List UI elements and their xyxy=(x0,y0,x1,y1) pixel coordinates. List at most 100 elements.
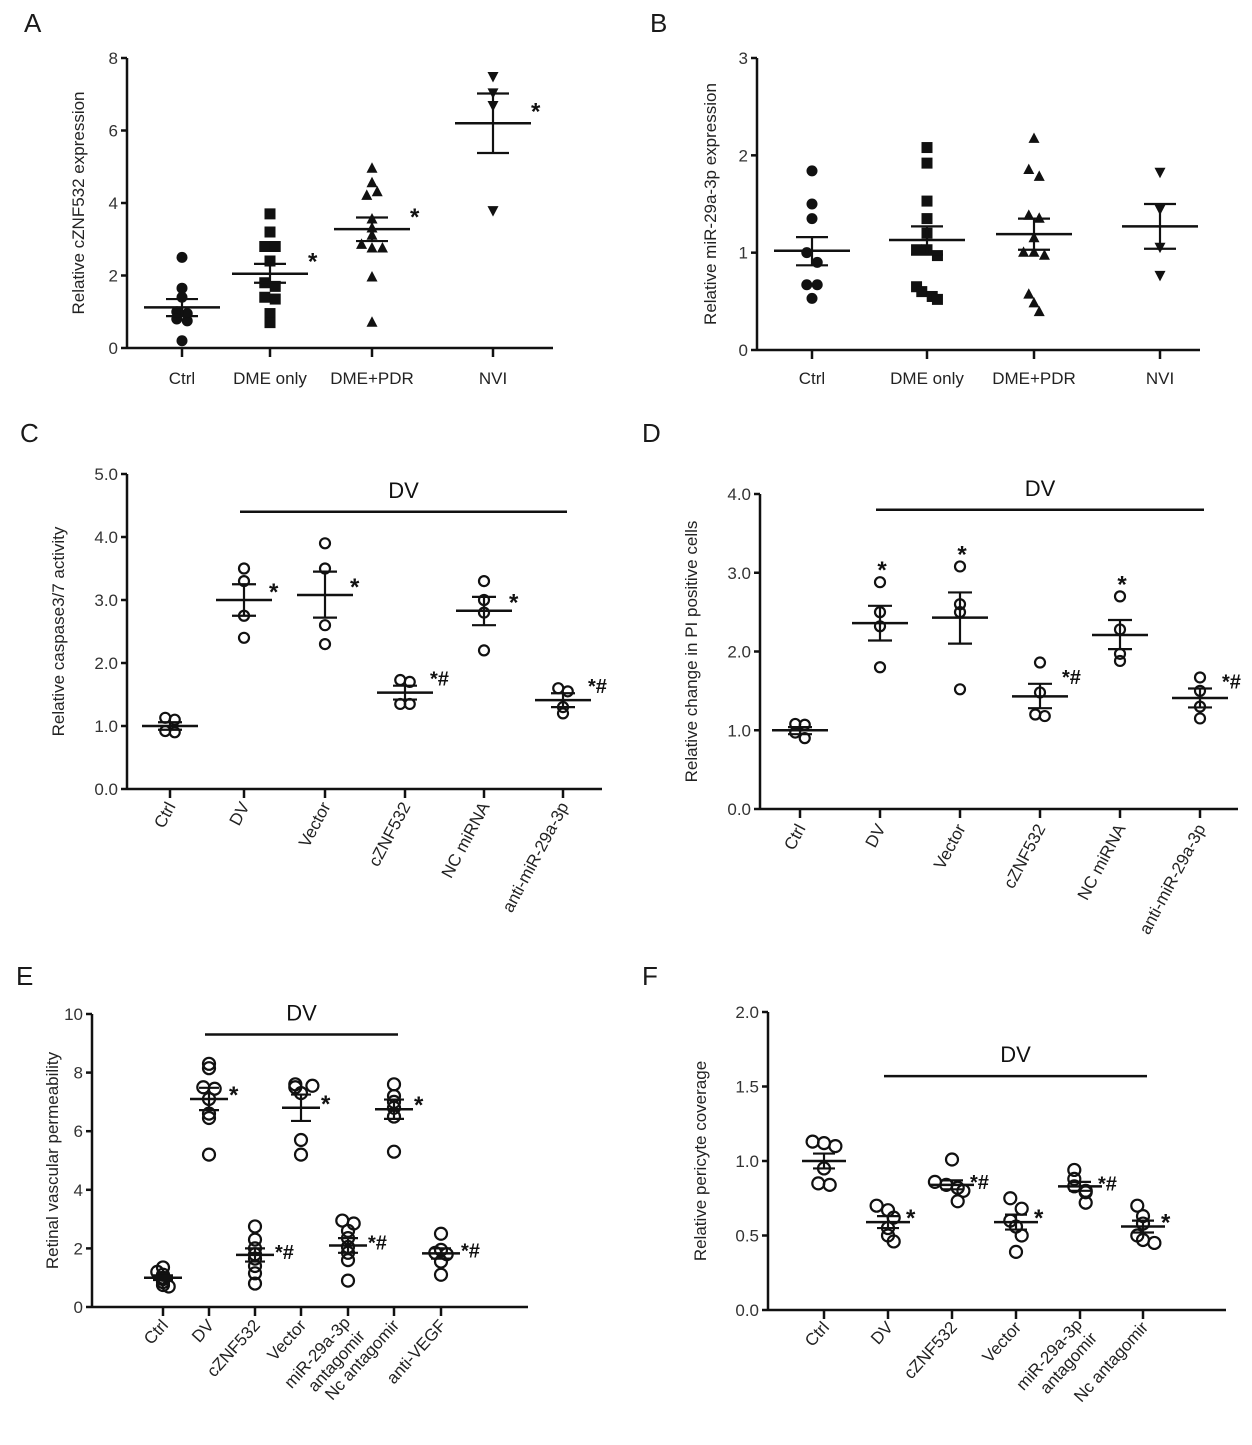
series-anti-mir-29a-3p: *# xyxy=(535,676,607,720)
x-tick-label: Ctrl xyxy=(140,1316,172,1348)
x-tick-label: anti-miR-29a-3p xyxy=(499,799,573,916)
data-point xyxy=(1014,1201,1029,1216)
x-tick-label: Vector xyxy=(979,1318,1026,1367)
x-tick-label-line: Ctrl xyxy=(780,821,809,853)
data-point xyxy=(433,1267,449,1282)
data-point xyxy=(1023,163,1035,175)
y-tick-label: 0.0 xyxy=(727,800,751,819)
x-tick-label: NC miRNA xyxy=(438,798,494,881)
data-point xyxy=(1154,167,1166,179)
significance-marker: * xyxy=(906,1205,916,1232)
series-vector: * xyxy=(297,537,360,651)
series-ctrl xyxy=(774,165,850,304)
x-tick-label: DV xyxy=(862,820,890,850)
significance-marker: * xyxy=(414,1092,424,1119)
series-dv: * xyxy=(190,1056,239,1162)
series-ctrl xyxy=(144,251,220,347)
x-tick-label: NC miRNA xyxy=(1074,820,1130,903)
y-tick-label: 4 xyxy=(109,194,118,213)
data-point xyxy=(1067,1171,1082,1186)
y-tick-label: 3 xyxy=(739,49,748,68)
data-point xyxy=(811,279,823,291)
data-point xyxy=(1014,1228,1029,1243)
data-point xyxy=(1193,712,1207,725)
series-ctrl xyxy=(144,1260,182,1294)
data-point xyxy=(176,251,188,263)
significance-marker: * xyxy=(269,579,279,606)
y-tick-label: 2 xyxy=(739,146,748,165)
data-point xyxy=(264,226,276,238)
series-anti-mir-29a-3p: *# xyxy=(1172,671,1241,725)
series-dme-only: * xyxy=(232,208,318,329)
significance-marker: * xyxy=(350,574,360,601)
x-tick-label: DME+PDR xyxy=(330,369,414,388)
x-tick-label: anti-miR-29a-3p xyxy=(1136,821,1210,938)
x-tick-label-line: Vector xyxy=(979,1318,1026,1367)
data-point xyxy=(376,241,388,253)
y-axis-title: Relative miR-29a-3p expression xyxy=(701,83,720,325)
data-point xyxy=(1193,671,1207,684)
panel-c: C 0.0 1.0 2.0 3.0 4.0 5.0 Relative caspase3/7 a… xyxy=(20,418,607,916)
series-nc-mirna: * xyxy=(456,574,519,657)
data-point xyxy=(259,241,271,252)
data-point xyxy=(361,189,373,200)
data-point xyxy=(1113,590,1127,603)
data-point xyxy=(921,142,933,154)
x-tick-label: Ctrl xyxy=(799,369,825,388)
panel-letter: D xyxy=(642,418,661,448)
y-axis-title: Retinal vascular permeability xyxy=(43,1051,62,1269)
data-point xyxy=(944,1152,960,1167)
series-dme-pdr: * xyxy=(334,162,420,327)
data-point xyxy=(433,1226,449,1241)
significance-marker: * xyxy=(877,557,887,584)
data-point xyxy=(1067,1162,1082,1178)
significance-marker: *# xyxy=(588,676,607,698)
series-cznf532: *# xyxy=(927,1152,989,1209)
data-point xyxy=(237,631,251,644)
x-tick-label: Ctrl xyxy=(801,1318,833,1350)
data-point xyxy=(911,244,923,256)
data-point xyxy=(1154,270,1166,282)
data-point xyxy=(477,644,491,657)
y-tick-label: 8 xyxy=(74,1064,83,1083)
data-point xyxy=(811,1176,826,1191)
y-axis-title: Relative cZNF532 expression xyxy=(69,92,88,315)
y-tick-label: 0 xyxy=(739,341,748,360)
data-point xyxy=(168,713,181,726)
x-tick-label: cZNF532 xyxy=(365,799,415,870)
data-point xyxy=(237,562,251,575)
data-point xyxy=(1033,656,1047,669)
y-tick-label: 5.0 xyxy=(94,465,118,484)
y-tick-label: 0.0 xyxy=(94,780,118,799)
y-tick-label: 1.0 xyxy=(94,717,118,736)
data-point xyxy=(806,198,818,210)
data-point xyxy=(269,280,281,292)
x-tick-label: NVI xyxy=(1146,369,1174,388)
y-tick-label: 3.0 xyxy=(727,564,751,583)
data-point xyxy=(828,1138,843,1154)
x-tick-label-line: anti-miR-29a-3p xyxy=(1136,821,1210,938)
data-point xyxy=(269,293,281,305)
data-point xyxy=(168,726,181,739)
y-tick-label: 6 xyxy=(74,1122,83,1141)
data-point xyxy=(1147,1235,1162,1251)
data-point xyxy=(953,683,967,696)
series-dv: * xyxy=(866,1198,916,1249)
x-tick-label: DV xyxy=(188,1315,218,1346)
data-point xyxy=(477,574,491,588)
panel-letter: B xyxy=(650,8,667,38)
series-nc-mirna: * xyxy=(1092,571,1148,668)
series-nc-antagomir: * xyxy=(1121,1198,1171,1251)
panel-letter: E xyxy=(16,961,33,991)
x-tick-label-line: Vector xyxy=(295,799,335,851)
data-point xyxy=(305,1078,320,1093)
data-point xyxy=(806,165,818,177)
data-point xyxy=(873,576,887,589)
data-point xyxy=(869,1198,884,1213)
significance-marker: * xyxy=(410,204,420,231)
dv-bracket-label: DV xyxy=(286,1001,317,1026)
data-point xyxy=(259,291,271,303)
data-point xyxy=(921,213,933,225)
data-point xyxy=(1023,288,1035,299)
